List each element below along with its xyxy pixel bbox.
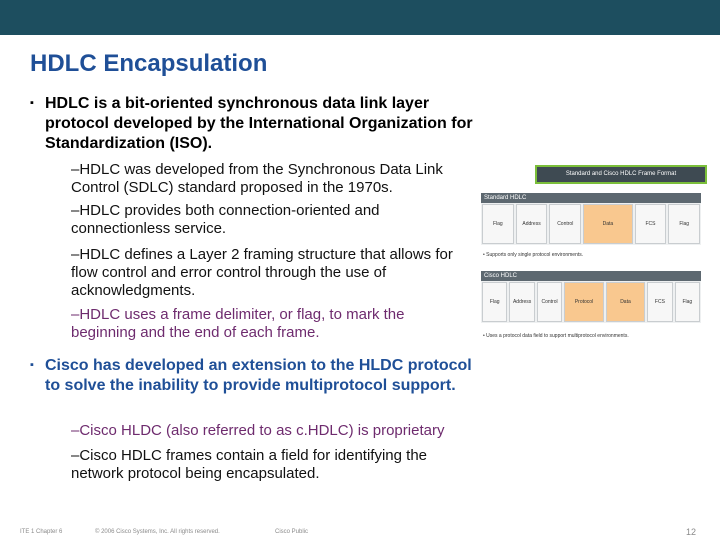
frame-row: Flag Address Control Data FCS Flag — [481, 203, 701, 245]
frame-field: Data — [605, 282, 646, 322]
frame-field: FCS — [634, 204, 667, 244]
page-number: 12 — [686, 527, 697, 537]
sub-bullet: –HDLC was developed from the Synchronous… — [71, 161, 443, 196]
frame-field: Address — [509, 282, 535, 322]
bullet-text: Cisco has developed an extension to the … — [45, 357, 472, 394]
frame-field: Flag — [674, 282, 701, 322]
footer-copyright: © 2006 Cisco Systems, Inc. All rights re… — [95, 529, 220, 535]
bullet-text: HDLC is a bit-oriented synchronous data … — [45, 95, 473, 152]
footer-classification: Cisco Public — [275, 529, 309, 535]
figure-note: • Uses a protocol data field to support … — [483, 333, 629, 339]
bullet: ▪ Cisco has developed an extension to the… — [30, 357, 472, 394]
frame-field: Address — [515, 204, 548, 244]
sub-bullet: –HDLC uses a frame delimiter, or flag, t… — [71, 306, 405, 341]
bullet: ▪ HDLC is a bit-oriented synchronous data… — [30, 95, 473, 152]
section-label: Cisco HDLC — [481, 271, 701, 281]
frame-field: Flag — [482, 282, 508, 322]
frame-row: Flag Address Control Protocol Data FCS Flag — [481, 281, 701, 323]
figure-title: Standard and Cisco HDLC Frame Format — [535, 165, 707, 184]
section-label: Standard HDLC — [481, 193, 701, 203]
frame-field: Control — [536, 282, 563, 322]
sub-bullet: –Cisco HLDC (also referred to as c.HDLC)… — [71, 422, 445, 439]
frame-field: FCS — [647, 282, 673, 322]
frame-field: Flag — [482, 204, 514, 244]
footer-left: ITE 1 Chapter 6 — [20, 529, 63, 535]
sub-bullet: –Cisco HDLC frames contain a field for i… — [71, 447, 428, 482]
frame-field: Data — [583, 204, 633, 244]
frame-field: Flag — [668, 204, 701, 244]
figure-note: • Supports only single protocol environm… — [483, 252, 584, 258]
slide-title: HDLC Encapsulation — [30, 50, 268, 77]
sub-bullet: –HDLC provides both connection-oriented … — [71, 202, 380, 237]
frame-field: Protocol — [564, 282, 604, 322]
top-bar — [0, 0, 720, 35]
frame-field: Control — [549, 204, 582, 244]
sub-bullet: –HDLC defines a Layer 2 framing structur… — [71, 246, 453, 299]
